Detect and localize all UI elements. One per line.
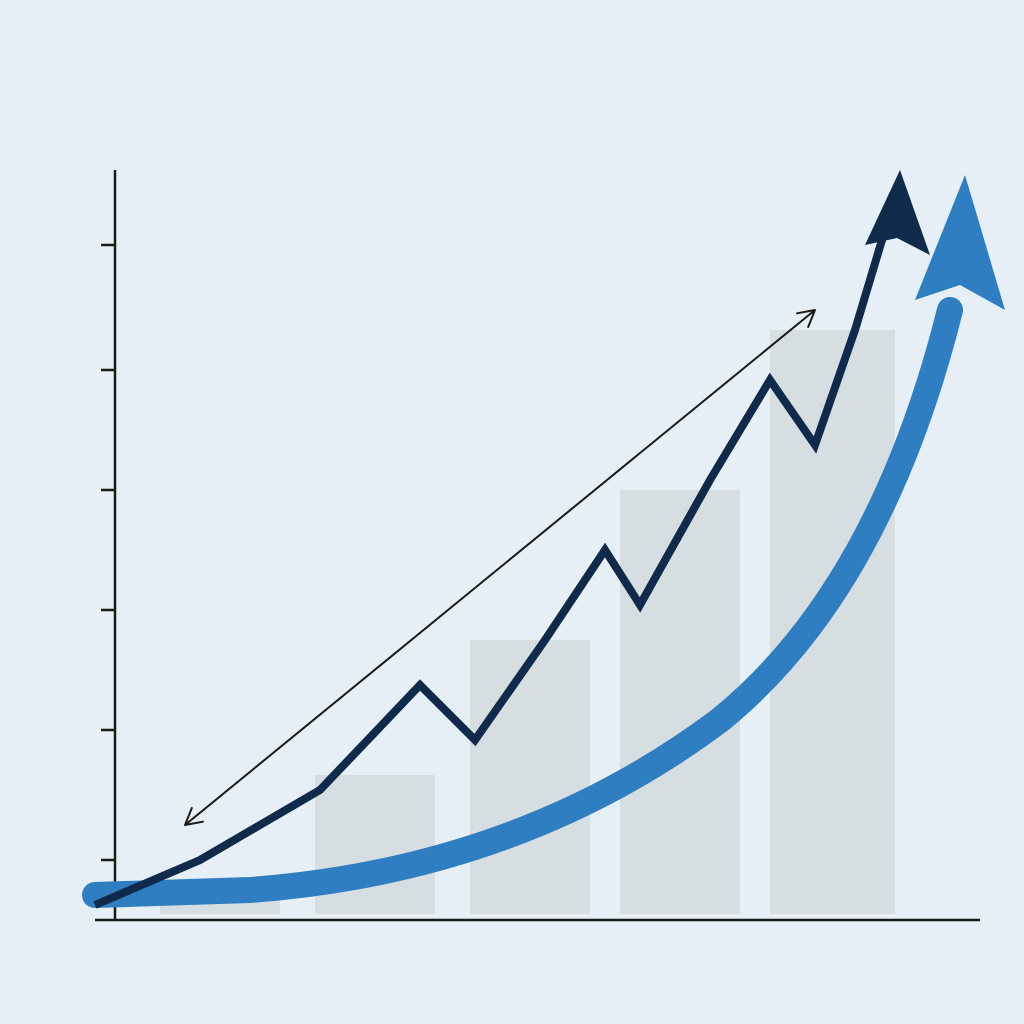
bar-5 (770, 330, 895, 914)
growth-chart (0, 0, 1024, 1024)
bar-3 (470, 640, 590, 914)
